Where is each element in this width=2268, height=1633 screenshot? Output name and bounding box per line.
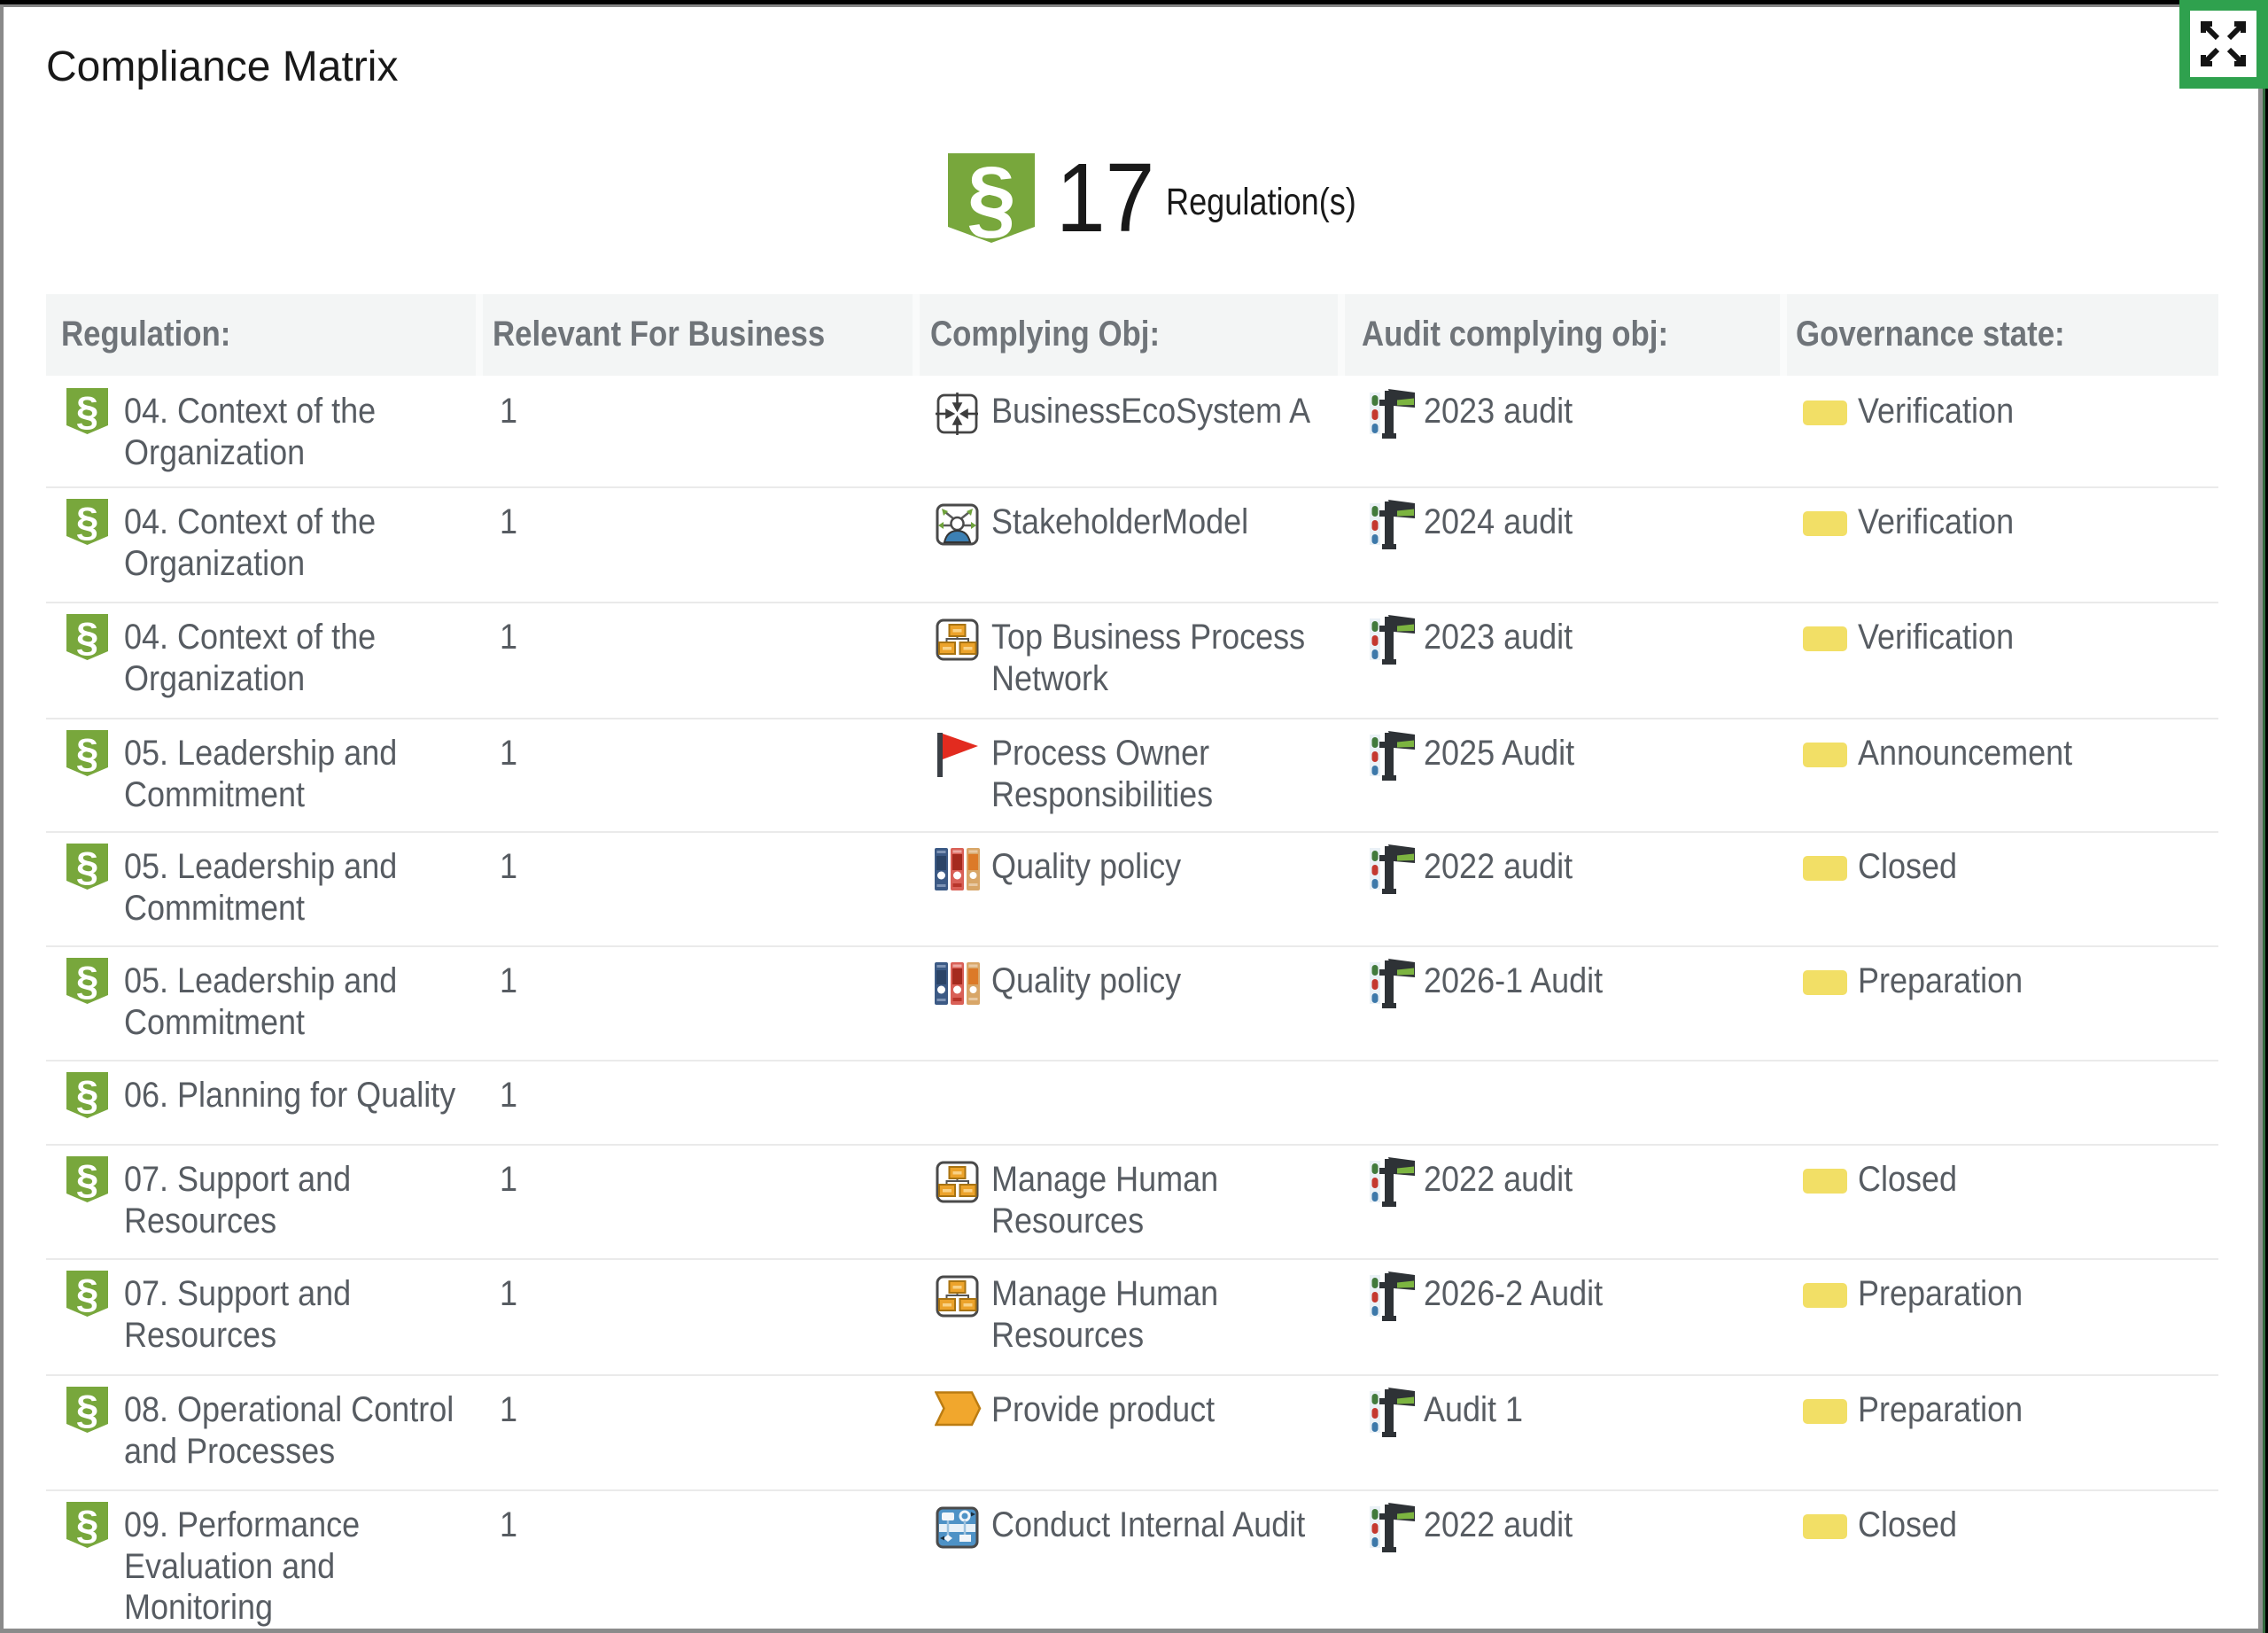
svg-text:§: § [76, 388, 99, 434]
svg-text:§: § [967, 153, 1016, 243]
svg-text:§: § [76, 1502, 99, 1548]
svg-text:§: § [76, 844, 99, 890]
svg-text:§: § [76, 958, 99, 1004]
svg-text:§: § [76, 1072, 99, 1118]
svg-text:§: § [76, 1387, 99, 1433]
svg-text:§: § [76, 614, 99, 660]
svg-text:§: § [76, 499, 99, 545]
svg-text:§: § [76, 730, 99, 776]
svg-text:§: § [76, 1156, 99, 1202]
svg-text:§: § [76, 1271, 99, 1317]
